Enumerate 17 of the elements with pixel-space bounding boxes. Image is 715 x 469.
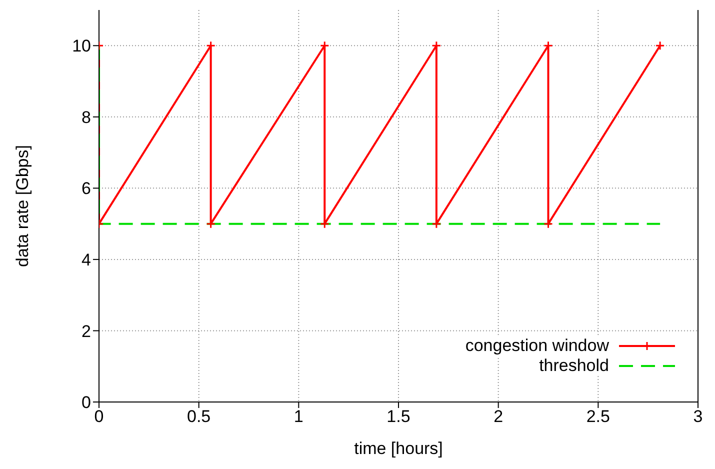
x-tick-label: 2.5 (586, 407, 610, 426)
y-tick-label: 10 (72, 36, 91, 56)
y-tick-label: 6 (82, 179, 91, 198)
x-tick-label: 3 (693, 407, 703, 426)
legend-label: congestion window (465, 336, 609, 356)
y-tick-label: 2 (82, 322, 91, 341)
x-tick-label: 0 (94, 407, 104, 426)
x-tick-label: 1 (294, 407, 304, 426)
y-tick-label: 4 (82, 250, 91, 270)
y-axis-title: data rate [Gbps] (13, 145, 32, 267)
y-tick-label: 0 (82, 393, 91, 412)
legend-label: threshold (539, 356, 609, 376)
x-tick-label: 0.5 (187, 407, 211, 426)
x-tick-label: 2 (494, 407, 504, 426)
x-tick-label: 1.5 (386, 407, 410, 426)
x-axis-title: time [hours] (354, 439, 443, 458)
y-tick-label: 8 (82, 108, 91, 127)
